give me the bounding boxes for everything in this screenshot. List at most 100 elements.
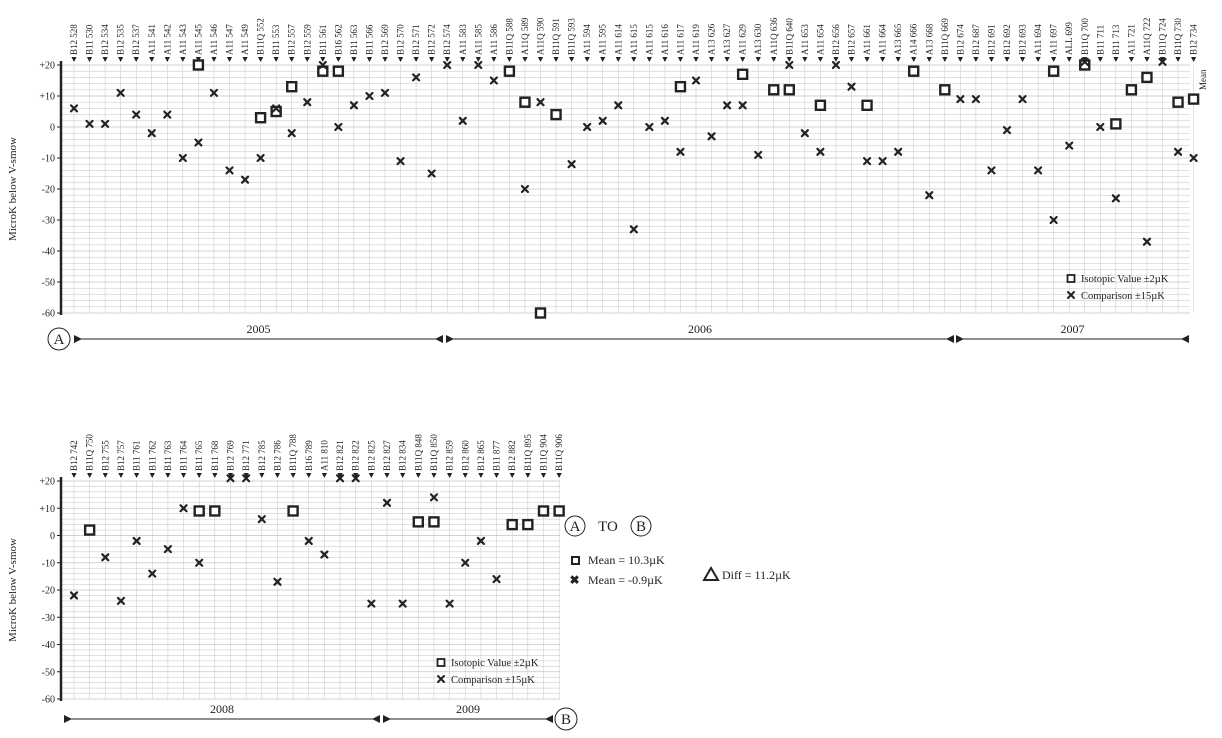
category-marker xyxy=(304,57,310,62)
category-marker xyxy=(491,57,497,62)
comparison-point xyxy=(831,60,841,70)
comparison-point xyxy=(785,60,794,70)
category-label: B16 562 xyxy=(333,24,343,55)
category-marker xyxy=(102,473,108,478)
category-label: A11 661 xyxy=(862,24,872,55)
comparison-point xyxy=(816,147,825,156)
category-label: B11Q 750 xyxy=(85,434,95,471)
isotopic-point xyxy=(783,84,795,96)
isotopic-point xyxy=(317,65,329,77)
category-marker xyxy=(149,473,155,478)
comparison-point xyxy=(209,88,219,97)
category-label: A11Q 722 xyxy=(1142,18,1152,55)
category-label: B12 569 xyxy=(380,24,390,55)
y-tick-label: +20 xyxy=(39,477,55,488)
category-label: A11 594 xyxy=(582,24,592,55)
category-label: A11 545 xyxy=(193,24,203,55)
category-marker xyxy=(118,57,124,62)
category-label: A11 614 xyxy=(613,24,623,55)
category-marker xyxy=(320,57,326,62)
category-marker xyxy=(540,473,547,478)
category-marker xyxy=(384,473,390,478)
category-label: A11 617 xyxy=(675,24,685,55)
category-label: A11 653 xyxy=(800,24,810,55)
category-label: B11Q 850 xyxy=(429,434,439,471)
category-marker xyxy=(415,473,421,478)
isotopic-point xyxy=(861,99,873,112)
comparison-point xyxy=(894,147,903,156)
category-marker xyxy=(321,473,327,478)
category-label: B11Q 724 xyxy=(1158,18,1168,55)
legend-comparison-label: Comparison ±15µK xyxy=(1081,291,1165,302)
comparison-point xyxy=(195,558,204,567)
isotopic-point xyxy=(550,108,562,121)
comparison-point xyxy=(396,157,405,166)
isotopic-point xyxy=(254,111,267,124)
comparison-point xyxy=(427,169,436,178)
category-label: B12 822 xyxy=(351,440,361,471)
comparison-point xyxy=(1111,194,1120,203)
legend-comparison-marker xyxy=(437,675,445,683)
category-label: B11 877 xyxy=(492,440,502,471)
category-marker xyxy=(525,473,531,478)
category-marker xyxy=(180,473,187,478)
y-tick-label: +20 xyxy=(39,61,55,72)
category-label: B12 785 xyxy=(257,440,267,471)
category-label: B12 691 xyxy=(986,24,996,55)
category-label: B12 786 xyxy=(272,440,282,471)
y-tick-label: +10 xyxy=(39,504,55,515)
comparison-point xyxy=(101,553,110,562)
category-label: B12 534 xyxy=(100,24,110,55)
category-marker xyxy=(537,57,544,62)
category-marker xyxy=(462,473,468,478)
category-marker xyxy=(926,57,932,62)
category-label: B12 825 xyxy=(366,440,376,471)
category-marker xyxy=(243,473,249,478)
comparison-point xyxy=(461,558,470,567)
category-marker xyxy=(693,57,699,62)
y-tick-label: -60 xyxy=(42,309,55,320)
comparison-point xyxy=(862,157,872,166)
comparison-point xyxy=(367,599,376,608)
category-marker xyxy=(506,57,512,62)
summary-to: B xyxy=(636,519,646,535)
category-marker xyxy=(353,473,359,478)
comparison-point xyxy=(1158,57,1167,66)
comparison-point xyxy=(335,474,345,483)
category-label: B12 834 xyxy=(398,440,408,471)
category-label: A11Q 636 xyxy=(769,17,779,55)
isotopic-point xyxy=(768,84,780,96)
category-label: B11Q 906 xyxy=(554,434,564,471)
category-marker xyxy=(864,57,870,62)
comparison-point xyxy=(116,596,126,605)
category-label: A11 694 xyxy=(1033,24,1043,55)
category-marker xyxy=(368,473,374,478)
isotopic-point xyxy=(332,65,345,77)
category-marker xyxy=(87,473,93,478)
legend-isotopic-label: Isotopic Value ±2µK xyxy=(1081,274,1169,285)
y-tick-label: 0 xyxy=(50,531,55,542)
y-tick-label: -50 xyxy=(42,278,55,289)
category-label: B11 761 xyxy=(132,441,142,471)
comparison-point xyxy=(925,191,934,200)
legend-comparison-marker xyxy=(1067,291,1075,299)
y-tick-label: -10 xyxy=(42,154,55,165)
category-marker xyxy=(134,473,140,478)
comparison-point xyxy=(520,184,530,194)
comparison-point xyxy=(1034,166,1043,175)
comparison-point xyxy=(320,550,329,559)
comparison-point xyxy=(707,132,716,141)
comparison-point xyxy=(132,110,141,119)
comparison-point xyxy=(380,88,390,97)
category-label: A13 668 xyxy=(924,23,934,55)
y-tick-label: -20 xyxy=(42,586,55,597)
period-label: 2008 xyxy=(210,702,234,716)
summary-mean-comparison: Mean = -0.9µK xyxy=(588,573,663,587)
y-axis-label: MicroK below V-smow xyxy=(7,538,19,642)
category-label: A11 721 xyxy=(1126,24,1136,55)
category-label: B11Q 848 xyxy=(413,434,423,471)
comparison-point xyxy=(443,60,452,70)
isotopic-point xyxy=(1047,65,1060,77)
y-tick-label: -60 xyxy=(42,695,55,706)
category-label: B12 771 xyxy=(241,440,251,471)
